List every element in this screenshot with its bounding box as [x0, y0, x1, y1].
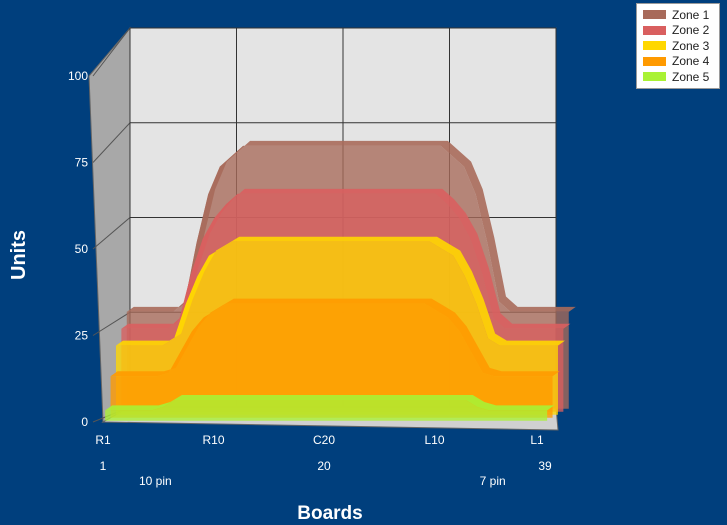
grid-line — [92, 27, 131, 77]
series-area-top — [115, 236, 565, 346]
y-tick-label: 50 — [75, 242, 89, 256]
x-tick-label: L10 — [424, 433, 444, 447]
legend-swatch — [643, 41, 666, 51]
series-area — [105, 400, 548, 421]
legend-item: Zone 2 — [643, 23, 715, 39]
x-sub-label: 39 — [538, 459, 552, 473]
legend-item: Zone 5 — [643, 69, 715, 85]
legend-swatch — [643, 72, 666, 82]
x-tick-label: C20 — [313, 433, 335, 447]
x-tick-label: R10 — [202, 433, 224, 447]
series-area-top — [110, 298, 560, 377]
x-sub-label: 7 pin — [480, 474, 506, 488]
y-tick-label: 100 — [68, 69, 88, 83]
series-area-top — [121, 188, 571, 329]
x-sub-label: 10 pin — [139, 474, 172, 488]
legend-label: Zone 4 — [672, 54, 710, 69]
series-area-top — [105, 395, 555, 411]
series-area — [110, 303, 553, 418]
x-tick-label: R1 — [95, 433, 111, 447]
x-sub-label: 20 — [317, 459, 331, 473]
x-axis-title: Boards — [297, 503, 362, 524]
legend-label: Zone 3 — [672, 38, 710, 53]
y-tick-label: 0 — [81, 415, 88, 429]
legend-label: Zone 5 — [672, 69, 710, 84]
chart-legend: Zone 1 Zone 2 Zone 3 Zone 4 Zone 5 — [636, 3, 720, 89]
x-tick-labels: R1 R10 C20 L10 L1 — [95, 433, 544, 447]
legend-swatch — [643, 56, 666, 66]
series-areas — [105, 140, 576, 421]
x-sub-label: 1 — [100, 459, 107, 473]
legend-swatch — [643, 25, 666, 35]
y-tick-label: 25 — [75, 329, 89, 343]
grid-line — [92, 217, 131, 250]
legend-item: Zone 3 — [643, 38, 715, 54]
legend-item: Zone 4 — [643, 54, 715, 70]
legend-label: Zone 1 — [672, 7, 710, 22]
y-axis-title: Units — [8, 230, 30, 280]
legend-swatch — [643, 10, 666, 20]
grid-line — [92, 311, 131, 336]
x-sub-labels: 1 10 pin 20 7 pin 39 — [100, 459, 552, 488]
series-area-top — [126, 140, 576, 312]
y-tick-label: 75 — [75, 156, 89, 170]
x-tick-label: L1 — [530, 433, 544, 447]
grid-line — [92, 122, 131, 163]
y-tick-labels: 0 25 50 75 100 — [68, 69, 88, 429]
legend-label: Zone 2 — [672, 23, 710, 38]
legend-item: Zone 1 — [643, 7, 715, 23]
